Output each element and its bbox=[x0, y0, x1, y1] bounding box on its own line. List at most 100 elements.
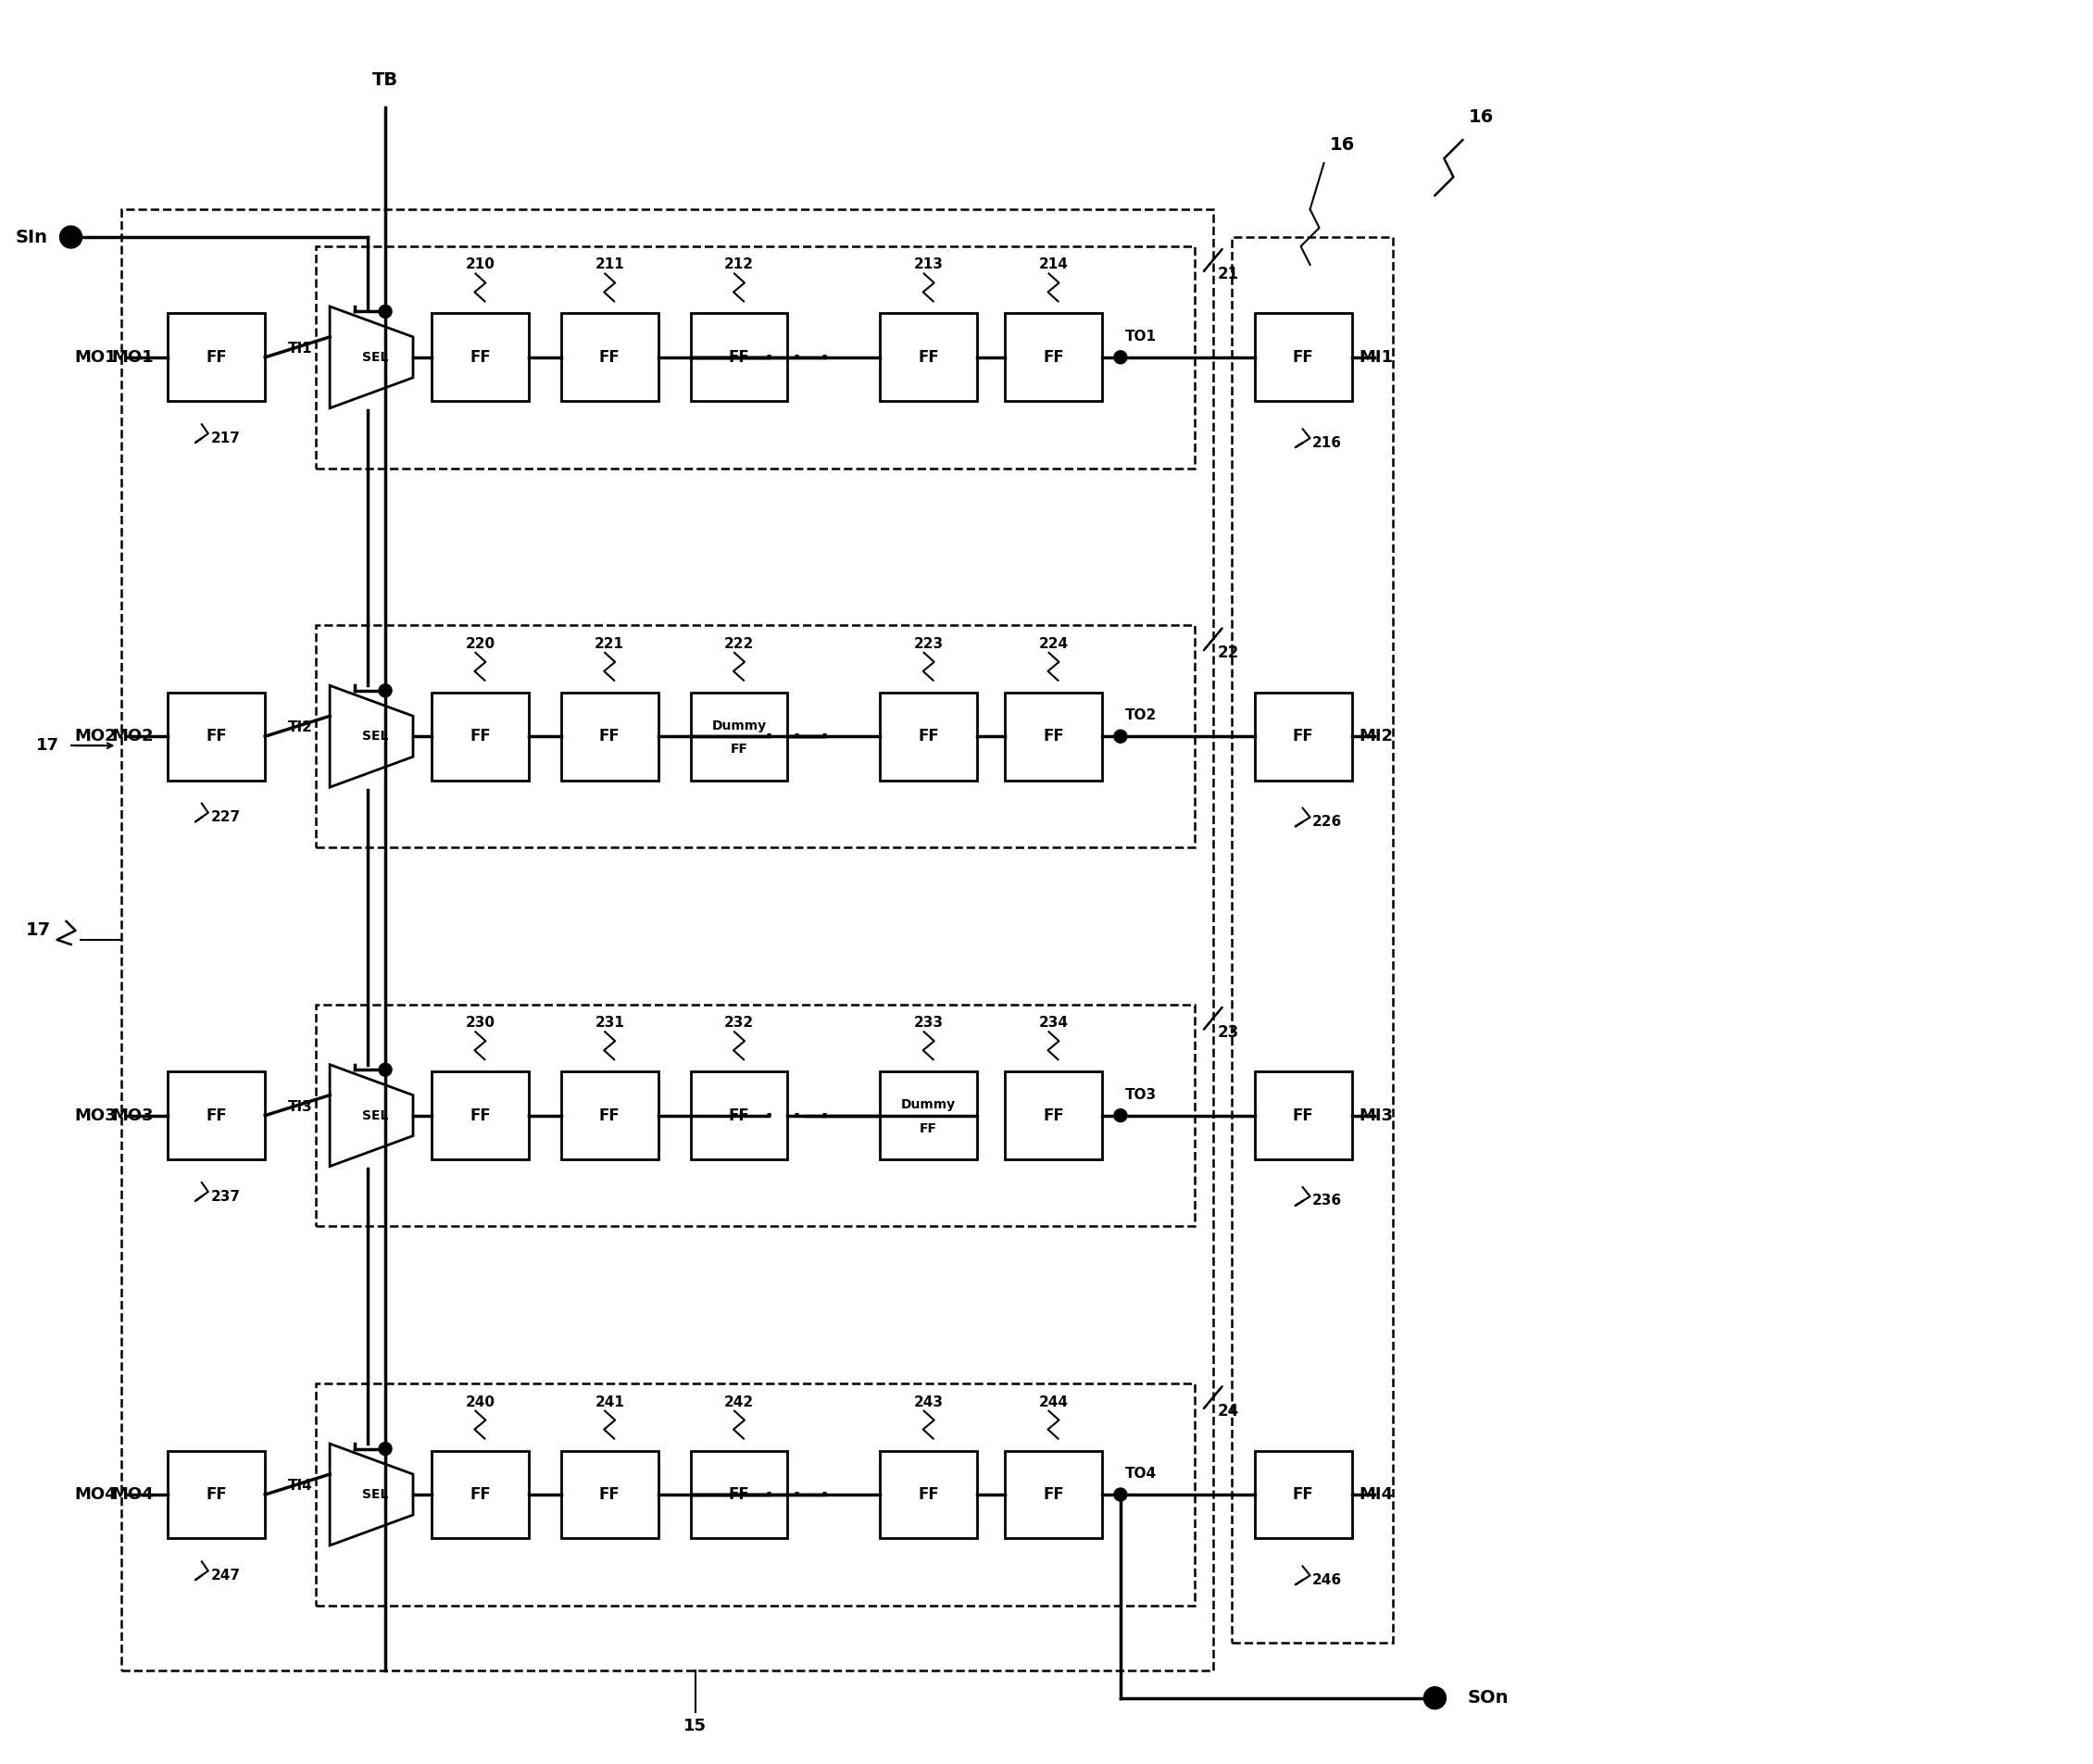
Text: FF: FF bbox=[205, 349, 226, 365]
Text: FF: FF bbox=[469, 729, 490, 744]
Text: SIn: SIn bbox=[15, 228, 48, 245]
Text: FF: FF bbox=[728, 349, 749, 365]
Text: 236: 236 bbox=[1312, 1194, 1342, 1208]
Text: 16: 16 bbox=[1469, 108, 1494, 125]
Bar bbox=[167, 693, 266, 780]
Text: FF: FF bbox=[1042, 729, 1063, 744]
Text: FF: FF bbox=[205, 1108, 226, 1124]
Text: Dummy: Dummy bbox=[902, 1099, 957, 1111]
Bar bbox=[561, 1450, 657, 1538]
Text: SEL: SEL bbox=[362, 1489, 389, 1501]
Text: FF: FF bbox=[1293, 1108, 1314, 1124]
Bar bbox=[561, 693, 657, 780]
Bar bbox=[691, 1071, 787, 1159]
Bar bbox=[1005, 693, 1103, 780]
Bar bbox=[1254, 1450, 1352, 1538]
Bar bbox=[431, 693, 530, 780]
Bar bbox=[691, 693, 787, 780]
Text: 242: 242 bbox=[724, 1395, 753, 1409]
Text: FF: FF bbox=[205, 1487, 226, 1503]
Text: FF: FF bbox=[919, 349, 940, 365]
Text: MO3: MO3 bbox=[75, 1108, 117, 1124]
Text: 241: 241 bbox=[594, 1395, 624, 1409]
Text: 221: 221 bbox=[594, 637, 624, 651]
Text: FF: FF bbox=[1042, 349, 1063, 365]
Text: 214: 214 bbox=[1038, 258, 1067, 272]
Bar bbox=[121, 210, 1214, 1671]
Bar bbox=[316, 1004, 1195, 1226]
Text: FF: FF bbox=[205, 729, 226, 744]
Circle shape bbox=[1113, 730, 1126, 743]
Text: TI2: TI2 bbox=[289, 721, 314, 734]
Text: · · ·: · · · bbox=[762, 1484, 831, 1506]
Text: TO4: TO4 bbox=[1126, 1468, 1157, 1480]
Circle shape bbox=[379, 1443, 391, 1455]
Text: TO3: TO3 bbox=[1126, 1088, 1157, 1101]
Circle shape bbox=[1423, 1686, 1446, 1709]
Text: 210: 210 bbox=[465, 258, 494, 272]
Text: · · ·: · · · bbox=[762, 1104, 831, 1127]
Bar bbox=[1254, 1071, 1352, 1159]
Text: FF: FF bbox=[919, 729, 940, 744]
Text: 17: 17 bbox=[36, 737, 59, 753]
Circle shape bbox=[379, 305, 391, 318]
Text: SEL: SEL bbox=[362, 730, 389, 743]
Polygon shape bbox=[331, 1065, 412, 1166]
Text: MO1: MO1 bbox=[111, 349, 155, 365]
Text: 17: 17 bbox=[25, 923, 50, 940]
Text: FF: FF bbox=[919, 1122, 938, 1134]
Text: TO1: TO1 bbox=[1126, 330, 1157, 344]
Circle shape bbox=[1113, 1110, 1126, 1122]
Text: MI3: MI3 bbox=[1358, 1108, 1394, 1124]
Text: MO3: MO3 bbox=[111, 1108, 155, 1124]
Bar bbox=[561, 1071, 657, 1159]
Text: FF: FF bbox=[919, 1487, 940, 1503]
Bar bbox=[316, 626, 1195, 847]
Text: FF: FF bbox=[469, 1487, 490, 1503]
Text: 21: 21 bbox=[1218, 266, 1239, 282]
Text: MI1: MI1 bbox=[1358, 349, 1394, 365]
Bar bbox=[691, 1450, 787, 1538]
Text: 16: 16 bbox=[1329, 136, 1354, 153]
Circle shape bbox=[1113, 1489, 1126, 1501]
Bar bbox=[1005, 1071, 1103, 1159]
Text: FF: FF bbox=[728, 1487, 749, 1503]
Text: TB: TB bbox=[373, 71, 398, 88]
Text: TI1: TI1 bbox=[289, 342, 312, 355]
Bar bbox=[1005, 1450, 1103, 1538]
Text: FF: FF bbox=[599, 1108, 620, 1124]
Text: FF: FF bbox=[1293, 729, 1314, 744]
Text: 24: 24 bbox=[1218, 1402, 1239, 1420]
Bar bbox=[1254, 693, 1352, 780]
Text: MI2: MI2 bbox=[1358, 729, 1394, 744]
Bar bbox=[167, 314, 266, 400]
Text: 231: 231 bbox=[594, 1016, 624, 1030]
Text: SOn: SOn bbox=[1467, 1690, 1509, 1708]
Text: 227: 227 bbox=[211, 810, 241, 824]
Text: FF: FF bbox=[599, 349, 620, 365]
Text: MO4: MO4 bbox=[111, 1487, 155, 1503]
Text: 237: 237 bbox=[211, 1189, 241, 1203]
Bar bbox=[879, 693, 977, 780]
Text: SEL: SEL bbox=[362, 1110, 389, 1122]
Text: 230: 230 bbox=[465, 1016, 494, 1030]
Circle shape bbox=[379, 1064, 391, 1076]
Text: FF: FF bbox=[599, 1487, 620, 1503]
Text: FF: FF bbox=[599, 729, 620, 744]
Text: MO2: MO2 bbox=[75, 729, 117, 744]
Text: 247: 247 bbox=[211, 1568, 241, 1582]
Text: FF: FF bbox=[728, 1108, 749, 1124]
Circle shape bbox=[61, 226, 82, 249]
Polygon shape bbox=[331, 686, 412, 787]
Text: 243: 243 bbox=[915, 1395, 944, 1409]
Text: MO1: MO1 bbox=[75, 349, 117, 365]
Bar bbox=[1231, 236, 1394, 1642]
Text: 211: 211 bbox=[594, 258, 624, 272]
Text: 240: 240 bbox=[465, 1395, 494, 1409]
Text: FF: FF bbox=[469, 1108, 490, 1124]
Bar bbox=[316, 247, 1195, 467]
Text: FF: FF bbox=[730, 743, 747, 757]
Bar bbox=[431, 314, 530, 400]
Text: 224: 224 bbox=[1038, 637, 1067, 651]
Bar bbox=[879, 314, 977, 400]
